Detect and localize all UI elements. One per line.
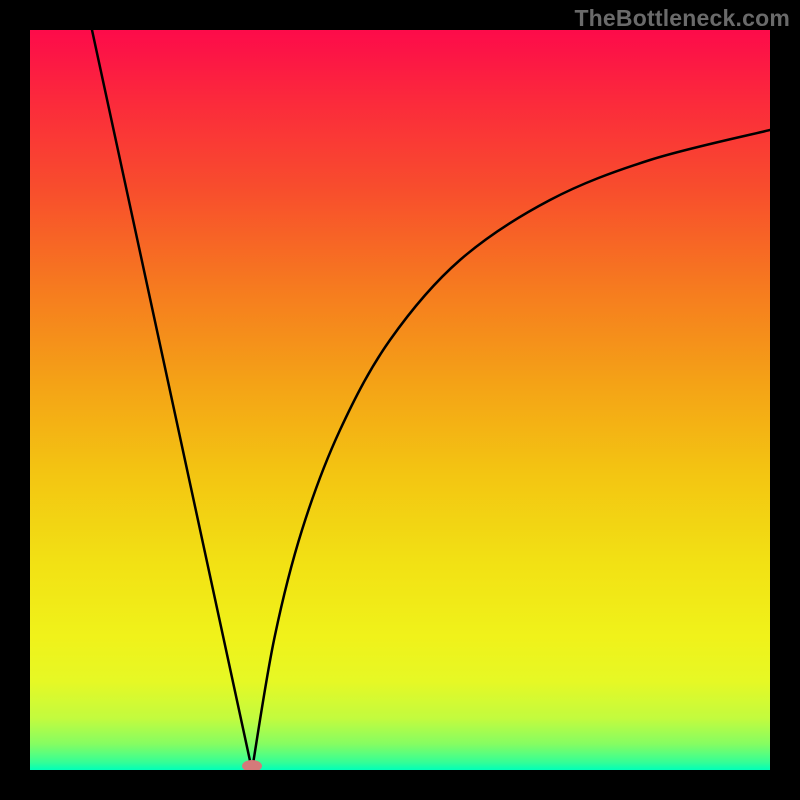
watermark-text: TheBottleneck.com (574, 5, 790, 32)
bottleneck-chart-svg (30, 30, 770, 770)
gradient-background (30, 30, 770, 770)
plot-area (30, 30, 770, 770)
chart-frame: TheBottleneck.com (0, 0, 800, 800)
